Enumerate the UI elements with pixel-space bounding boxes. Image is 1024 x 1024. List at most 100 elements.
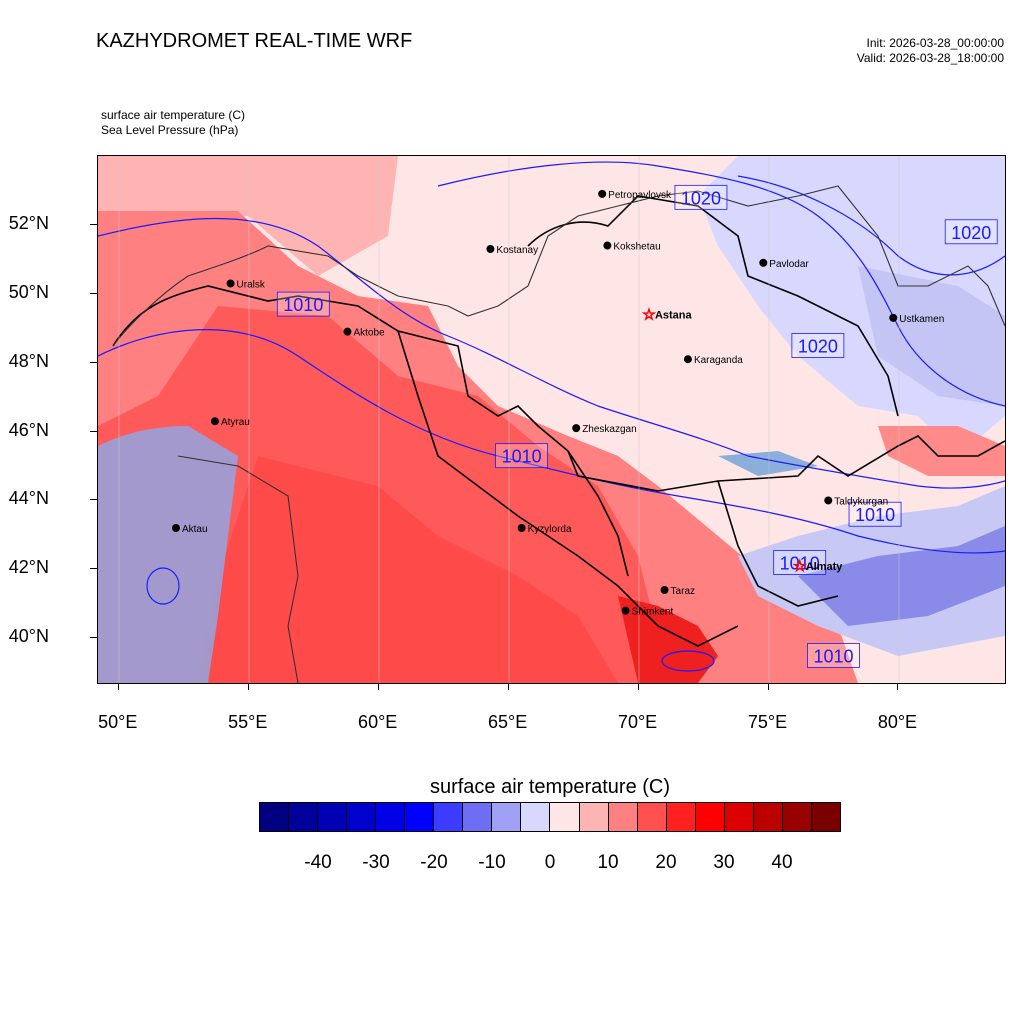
lon-tick-mark bbox=[637, 683, 639, 690]
border-west-south bbox=[177, 455, 299, 683]
isobar-caspian-loop bbox=[146, 567, 180, 605]
boundary-inner bbox=[567, 450, 629, 577]
colorbar-swatch bbox=[289, 803, 319, 831]
capital-star-icon: ☆ bbox=[642, 306, 655, 323]
region-boundaries bbox=[112, 195, 1005, 647]
city-dot-icon bbox=[210, 417, 219, 426]
colorbar-swatch bbox=[376, 803, 406, 831]
colorbar-swatch bbox=[521, 803, 551, 831]
pressure-labels: 1020 1020 1010 1020 1010 1010 1010 1010 bbox=[276, 184, 998, 668]
city-atyrau: Atyrau bbox=[210, 417, 250, 428]
city-markers: Petropavlovsk Kostanay Kokshetau Uralsk Pavl… bbox=[171, 189, 944, 618]
city-petropavlovsk: Petropavlovsk bbox=[598, 189, 672, 201]
lat-tick-label: 50°N bbox=[8, 281, 49, 302]
city-name: Petropavlovsk bbox=[608, 190, 672, 201]
city-aktau: Aktau bbox=[171, 524, 208, 535]
colorbar-tick-label: -20 bbox=[420, 852, 448, 873]
lake-balkhash bbox=[718, 451, 818, 476]
isobar-label-text: 1020 bbox=[951, 223, 991, 243]
map-panel: 1020 1020 1010 1020 1010 1010 1010 1010 Petropa… bbox=[97, 155, 1006, 684]
city-name: Aktobe bbox=[353, 328, 385, 339]
lat-tick-label: 44°N bbox=[8, 488, 49, 509]
isobar-label-text: 1020 bbox=[798, 336, 838, 356]
city-dot-icon bbox=[517, 524, 526, 532]
variable-label-pressure: Sea Level Pressure (hPa) bbox=[101, 123, 239, 137]
lat-tick-mark bbox=[90, 292, 97, 294]
isobar-label-text: 1020 bbox=[681, 188, 721, 208]
lon-tick-mark bbox=[377, 683, 379, 690]
pressure-isobars bbox=[98, 161, 1005, 672]
city-aktobe: Aktobe bbox=[343, 327, 385, 339]
city-dot-icon bbox=[824, 496, 833, 505]
city-taldykurgan: Taldykurgan bbox=[824, 496, 888, 507]
lat-tick-label: 52°N bbox=[8, 212, 49, 233]
isobar-1020-west bbox=[437, 161, 1005, 407]
isobar-label: 1010 bbox=[276, 291, 330, 317]
shade-cold-tianshan bbox=[798, 526, 1005, 626]
page-title: KAZHYDROMET REAL-TIME WRF bbox=[96, 30, 413, 52]
temperature-shading bbox=[98, 156, 1005, 683]
shade-warm-balkhash bbox=[878, 426, 1005, 476]
lat-tick-mark bbox=[90, 568, 97, 570]
city-dot-icon bbox=[598, 189, 607, 198]
city-zheskazgan: Zheskazgan bbox=[572, 424, 637, 435]
colorbar-swatch bbox=[405, 803, 435, 831]
lat-tick-label: 40°N bbox=[8, 626, 49, 647]
isobar-label: 1020 bbox=[674, 184, 728, 210]
country-border bbox=[112, 185, 1005, 683]
lon-tick-label: 55°E bbox=[228, 712, 268, 732]
lon-tick-mark bbox=[767, 683, 769, 690]
isobar-label: 1010 bbox=[773, 550, 827, 575]
city-name: Ustkamen bbox=[899, 314, 944, 325]
isobar-label: 1010 bbox=[807, 643, 860, 668]
city-kyzylorda: Kyzylorda bbox=[517, 524, 572, 535]
colorbar-swatch bbox=[695, 803, 725, 831]
isobar-label-text: 1010 bbox=[855, 505, 895, 525]
city-name: Atyrau bbox=[221, 417, 250, 428]
colorbar-tick-label: 20 bbox=[655, 852, 677, 873]
colorbar-swatch bbox=[318, 803, 348, 831]
caspian-sea bbox=[98, 426, 238, 683]
colorbar-tick-label: -30 bbox=[362, 852, 390, 873]
city-name: Shimkent bbox=[632, 607, 674, 618]
colorbar-tick-label: 0 bbox=[544, 852, 556, 873]
border-north bbox=[112, 185, 1005, 347]
city-name: Almaty bbox=[806, 561, 844, 573]
city-name: Uralsk bbox=[237, 279, 266, 290]
colorbar-tick-label: -10 bbox=[478, 852, 506, 873]
colorbar-tick-label: 10 bbox=[597, 852, 619, 873]
isobar-label-text: 1010 bbox=[283, 295, 323, 315]
lon-tick-label: 70°E bbox=[617, 712, 658, 732]
city-name: Kyzylorda bbox=[528, 524, 572, 535]
isobar-1010-north bbox=[98, 217, 1005, 489]
city-dot-icon bbox=[621, 606, 630, 615]
isobar-label-text: 1010 bbox=[502, 447, 542, 467]
colorbar-swatch bbox=[724, 803, 754, 831]
city-taraz: Taraz bbox=[660, 586, 695, 597]
city-dot-icon bbox=[486, 245, 495, 253]
lon-tick-label: 80°E bbox=[877, 712, 918, 732]
colorbar-swatch bbox=[637, 803, 667, 831]
isobar-label-text: 1010 bbox=[813, 646, 853, 666]
colorbar-swatch bbox=[608, 803, 638, 831]
colorbar-tick-label: 30 bbox=[713, 852, 735, 873]
city-dot-icon bbox=[226, 279, 235, 288]
colorbar-swatch bbox=[666, 803, 696, 831]
city-name: Karaganda bbox=[694, 355, 743, 366]
city-dot-icon bbox=[572, 424, 581, 433]
lon-tick-mark bbox=[507, 683, 509, 690]
shade-cool-altai bbox=[858, 266, 1005, 406]
city-dot-icon bbox=[343, 327, 352, 336]
lon-tick-label: 65°E bbox=[487, 712, 528, 732]
colorbar-swatch bbox=[260, 803, 290, 831]
shade-warm-1 bbox=[98, 156, 398, 276]
city-shimkent: Shimkent bbox=[621, 606, 674, 618]
city-kostanay: Kostanay bbox=[486, 245, 538, 256]
city-name: Taraz bbox=[671, 586, 695, 597]
city-dot-icon bbox=[660, 586, 669, 594]
city-name: Kostanay bbox=[496, 245, 538, 256]
city-name: Kokshetau bbox=[613, 242, 660, 253]
city-name: Astana bbox=[655, 309, 693, 321]
isobar-south-loop bbox=[661, 650, 715, 672]
colorbar bbox=[259, 802, 841, 832]
